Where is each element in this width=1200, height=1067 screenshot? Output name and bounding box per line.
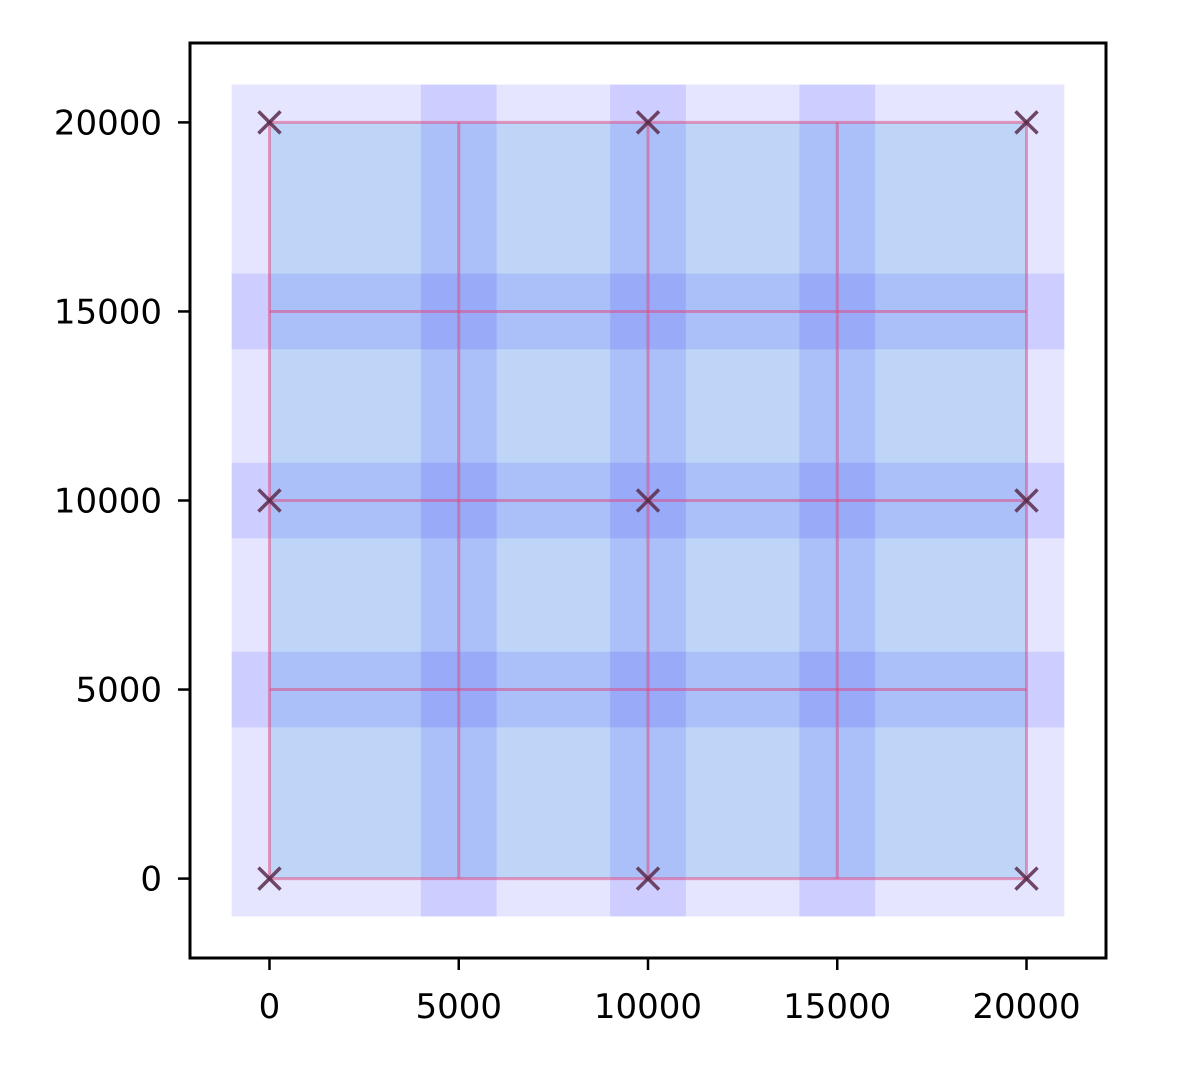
point-2	[1014, 866, 1039, 891]
point-4	[635, 488, 661, 513]
x-tick-label-3: 15000	[783, 987, 891, 1027]
point-stroke-b	[1014, 866, 1039, 891]
x-tick-label-2: 10000	[594, 987, 702, 1027]
y-axis-ticks: 0 5000 10000 15000 20000	[54, 103, 190, 900]
point-stroke-b	[635, 866, 661, 891]
y-tick-label-1: 5000	[75, 671, 162, 711]
point-stroke-b	[257, 110, 282, 135]
y-tick-label-0: 0	[140, 860, 162, 900]
x-tick-label-4: 20000	[972, 987, 1080, 1027]
point-stroke-b	[1014, 110, 1039, 135]
point-stroke-b	[257, 866, 282, 891]
x-tick-label-0: 0	[259, 987, 281, 1027]
point-stroke-b	[257, 488, 282, 513]
point-7	[635, 110, 661, 135]
point-8	[1014, 110, 1039, 135]
x-tick-label-1: 5000	[415, 987, 502, 1027]
point-6	[257, 110, 282, 135]
point-3	[257, 488, 282, 513]
y-tick-label-3: 15000	[54, 292, 162, 332]
point-5	[1014, 488, 1039, 513]
point-stroke-b	[635, 488, 661, 513]
plot-points	[257, 110, 1039, 891]
y-tick-label-4: 20000	[54, 103, 162, 143]
point-stroke-b	[1014, 488, 1039, 513]
point-stroke-b	[635, 110, 661, 135]
x-axis-ticks: 0 5000 10000 15000 20000	[259, 958, 1081, 1027]
y-tick-label-2: 10000	[54, 482, 162, 522]
point-1	[635, 866, 661, 891]
point-0	[257, 866, 282, 891]
